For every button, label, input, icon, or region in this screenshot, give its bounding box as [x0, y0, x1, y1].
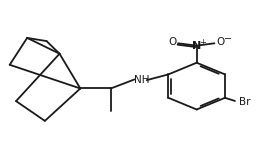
Text: +: +	[199, 38, 206, 47]
Text: O: O	[168, 37, 177, 47]
Text: N: N	[192, 41, 201, 51]
Text: −: −	[224, 33, 232, 44]
Text: NH: NH	[134, 75, 149, 85]
Text: Br: Br	[239, 97, 251, 107]
Text: O: O	[216, 37, 225, 47]
